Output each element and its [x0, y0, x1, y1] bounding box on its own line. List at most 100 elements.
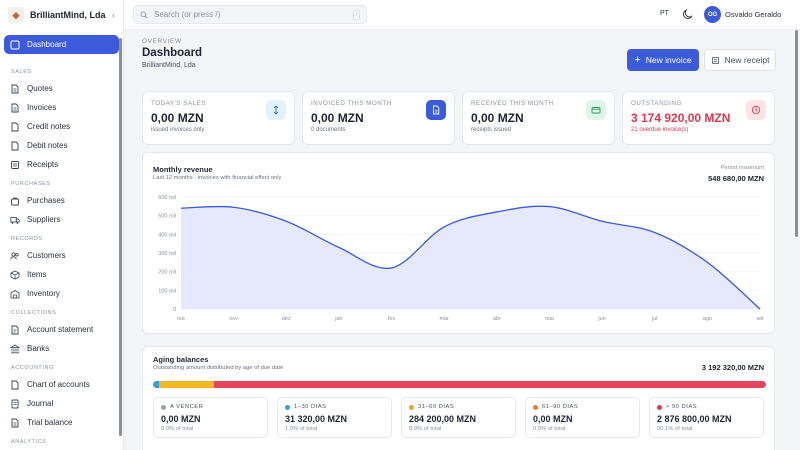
- bucket-label-row: 1–30 DIAS: [285, 404, 384, 410]
- sidebar-item-dashboard[interactable]: Dashboard: [4, 35, 119, 54]
- sidebar-item-receipts[interactable]: Receipts: [4, 155, 119, 174]
- document-icon: [426, 100, 446, 120]
- aging-bucket-over-90: > 90 DIAS 2 876 800,00 MZN 90.1% of tota…: [649, 397, 764, 438]
- kpi-note: 21 overdue invoice(s): [631, 127, 689, 133]
- x-tick-label: jul: [651, 316, 658, 322]
- bucket-pct: 0.0% of total: [161, 426, 194, 432]
- bucket-value: 31 320,00 MZN: [285, 414, 348, 424]
- plus-icon: +: [634, 53, 641, 66]
- monthly-revenue-card: 0 100 mil 200 mil 300 mil 400 mil 500 mil 600 …: [142, 152, 775, 334]
- sidebar-item-credit-notes[interactable]: Credit notes: [4, 117, 119, 136]
- x-tick-label: set: [756, 316, 764, 322]
- kpi-value: 0,00 MZN: [151, 111, 204, 125]
- document-icon: [11, 84, 19, 93]
- dark-mode-toggle-icon[interactable]: [682, 8, 694, 20]
- bag-icon: [11, 197, 19, 205]
- brand: ◈ BrilliantMind, Lda ‹: [0, 0, 123, 30]
- sidebar-item-debit-notes[interactable]: Debit notes: [4, 136, 119, 155]
- sidebar-item-banks[interactable]: Banks: [4, 339, 119, 358]
- sidebar-item-customers[interactable]: Customers: [4, 246, 119, 265]
- ledger-icon: [11, 380, 19, 389]
- receipt-icon: [11, 160, 19, 169]
- kpi-label: TODAY'S SALES: [151, 100, 207, 107]
- sidebar-item-label: Inventory: [27, 289, 60, 298]
- collapse-sidebar-icon[interactable]: ‹: [112, 10, 115, 20]
- sidebar-item-label: Dashboard: [27, 40, 67, 49]
- section-sales: SALES: [11, 69, 32, 75]
- topbar: Search (or press /) / PT OG Osvaldo Gera…: [124, 0, 800, 30]
- sidebar-item-label: Journal: [27, 399, 54, 408]
- new-invoice-button[interactable]: + New invoice: [627, 49, 699, 71]
- bucket-label-row: > 90 DIAS: [657, 404, 756, 410]
- kpi-outstanding: OUTSTANDING 3 174 920,00 MZN 21 overdue …: [622, 91, 775, 145]
- kpi-invoiced-this-month: INVOICED THIS MONTH 0,00 MZN 0 documents: [302, 91, 455, 145]
- sidebar-item-label: Receipts: [27, 160, 59, 169]
- sidebar-item-label: Debit notes: [27, 141, 68, 150]
- kpi-label: OUTSTANDING: [631, 100, 682, 107]
- sidebar-item-invoices[interactable]: Invoices: [4, 98, 119, 117]
- avatar[interactable]: OG: [704, 6, 721, 23]
- sidebar-item-items[interactable]: Items: [4, 265, 119, 284]
- users-icon: [10, 251, 19, 260]
- sidebar-item-account-statement[interactable]: Account statement: [4, 320, 119, 339]
- aging-bucket-1-30: 1–30 DIAS 31 320,00 MZN 1.0% of total: [277, 397, 392, 438]
- x-tick-label: dez: [282, 316, 291, 322]
- search-input[interactable]: Search (or press /) /: [133, 5, 367, 24]
- x-tick-label: out: [177, 316, 185, 322]
- aging-bucket-61-90: 61–90 DIAS 0,00 MZN 0.0% of total: [525, 397, 640, 438]
- balance-icon: [11, 418, 19, 427]
- sidebar-item-label: Invoices: [27, 103, 57, 112]
- aging-distribution-bar: [153, 381, 766, 388]
- bucket-dot: [409, 404, 414, 410]
- sidebar-item-label: Trial balance: [27, 418, 73, 427]
- statement-icon: [11, 325, 19, 334]
- sidebar-item-suppliers[interactable]: Suppliers: [4, 210, 119, 229]
- bucket-dot: [533, 404, 538, 410]
- main-scrollbar[interactable]: [795, 30, 798, 237]
- x-tick-label: mar: [439, 316, 449, 322]
- sidebar-scrollbar[interactable]: [119, 38, 122, 436]
- sidebar-item-label: Suppliers: [27, 215, 61, 224]
- kpi-label: RECEIVED THIS MONTH: [471, 100, 554, 107]
- sidebar-item-purchases[interactable]: Purchases: [4, 191, 119, 210]
- sidebar-item-label: Banks: [27, 344, 50, 353]
- aging-segment: [213, 381, 766, 388]
- language-switch[interactable]: PT: [660, 10, 669, 17]
- bucket-pct: 8.9% of total: [409, 426, 442, 432]
- bucket-label-row: 31–60 DIAS: [409, 404, 508, 410]
- section-records: RECORDS: [11, 236, 43, 242]
- new-receipt-button[interactable]: New receipt: [704, 49, 776, 71]
- bucket-dot: [285, 404, 290, 410]
- bucket-pct: 0.0% of total: [533, 426, 566, 432]
- sidebar-item-trial-balance[interactable]: Trial balance: [4, 413, 119, 432]
- page-title: Dashboard: [142, 47, 203, 59]
- period-maximum-label: Period maximum: [720, 165, 765, 171]
- bucket-value: 2 876 800,00 MZN: [657, 414, 732, 424]
- aging-segment: [153, 381, 160, 388]
- bucket-dot: [161, 404, 166, 410]
- search-placeholder: Search (or press /): [154, 10, 221, 19]
- section-analytics: ANALYTICS: [11, 439, 47, 445]
- bucket-dot: [657, 404, 662, 410]
- kpi-note: receipts issued: [471, 127, 512, 133]
- journal-icon: [11, 399, 19, 408]
- new-invoice-label: New invoice: [645, 55, 692, 65]
- bucket-label: > 90 DIAS: [666, 404, 698, 410]
- kpi-note: issued invoices only: [151, 127, 205, 133]
- sidebar-item-quotes[interactable]: Quotes: [4, 79, 119, 98]
- revenue-line: [180, 205, 761, 310]
- sidebar-item-label: Chart of accounts: [27, 380, 90, 389]
- sidebar-item-chart-of-accounts[interactable]: Chart of accounts: [4, 375, 119, 394]
- user-name[interactable]: Osvaldo Geraldo: [725, 10, 782, 19]
- sidebar-item-inventory[interactable]: Inventory: [4, 284, 119, 303]
- x-tick-label: fev: [388, 316, 396, 322]
- revenue-chart: 0 100 mil 200 mil 300 mil 400 mil 500 mil 600 …: [158, 195, 764, 322]
- sidebar-item-journal[interactable]: Journal: [4, 394, 119, 413]
- brand-logo: ◈: [8, 7, 24, 23]
- bucket-label-row: 61–90 DIAS: [533, 404, 632, 410]
- receipt-icon: [711, 56, 719, 64]
- search-icon: [140, 11, 148, 19]
- y-tick-label: 200 mil: [158, 270, 176, 276]
- sidebar-item-label: Credit notes: [27, 122, 71, 131]
- box-icon: [10, 270, 20, 279]
